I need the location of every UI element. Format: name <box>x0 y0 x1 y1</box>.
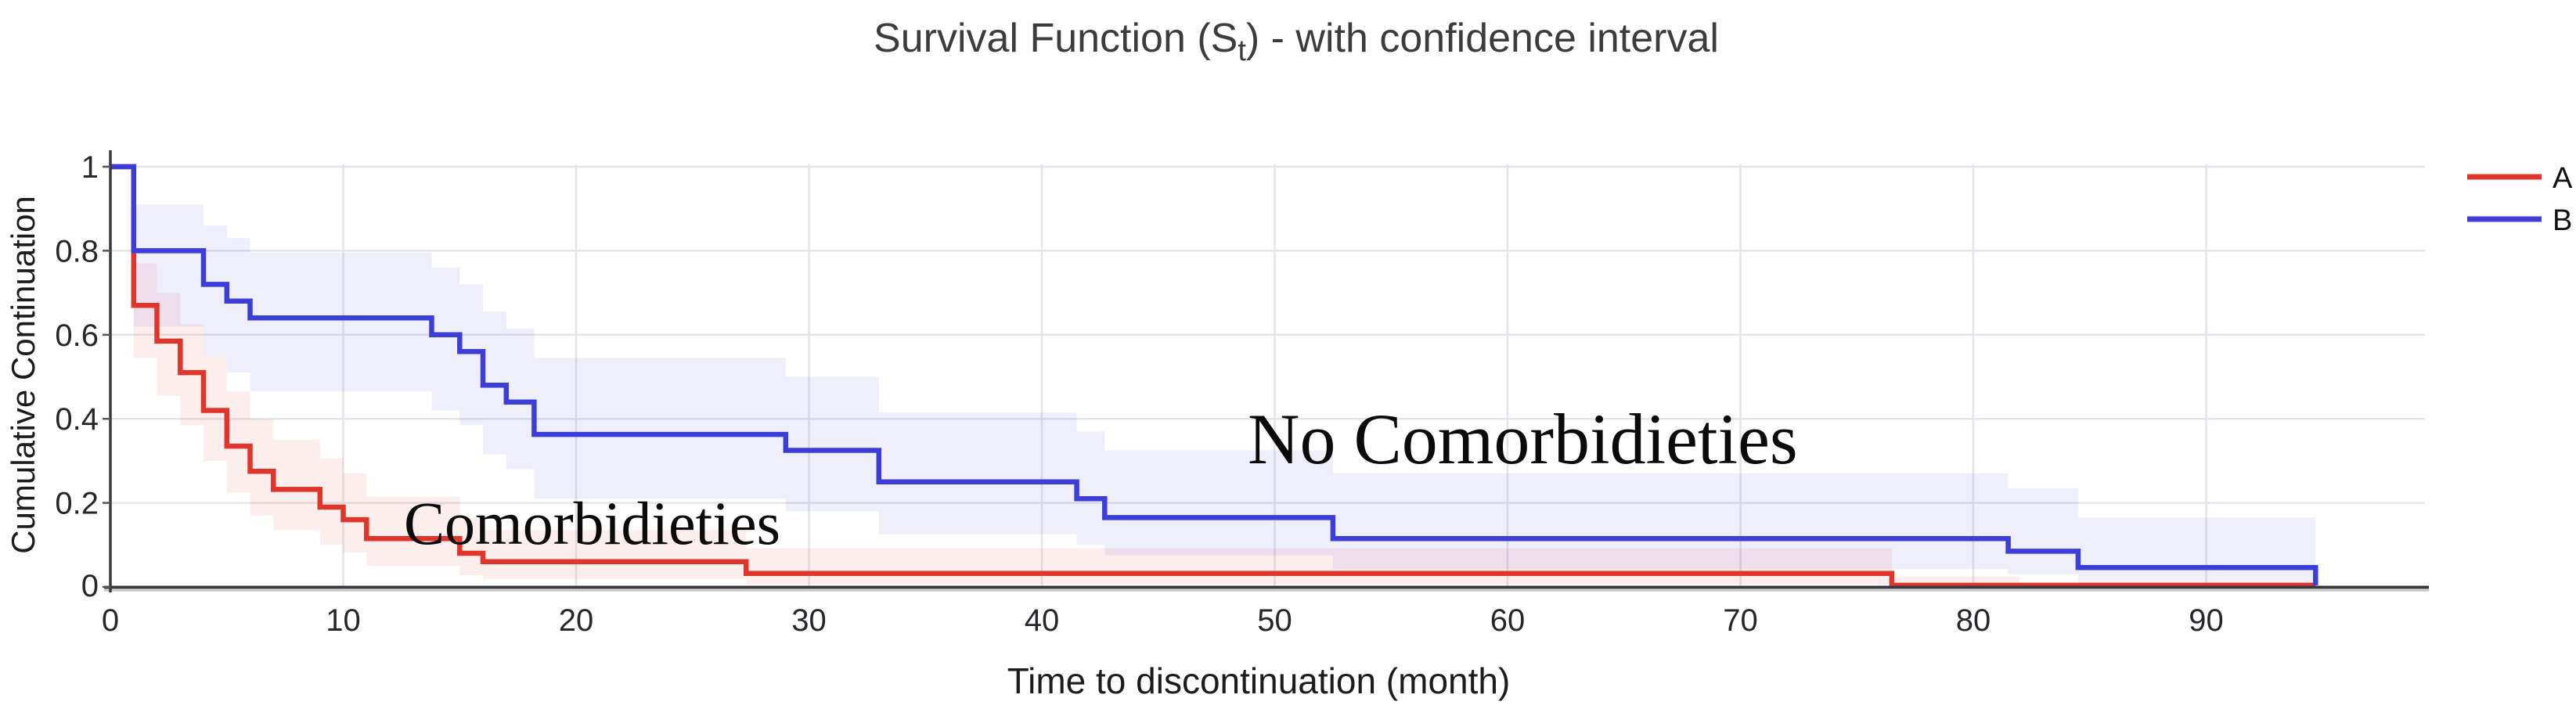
x-axis-title: Time to discontinuation (month) <box>1007 660 1511 701</box>
y-tick-label: 0.2 <box>55 487 99 521</box>
x-tick-label: 0 <box>102 603 119 638</box>
chart-title: Survival Function (St) - with confidence… <box>874 16 1719 67</box>
y-tick-marks <box>103 165 110 588</box>
x-tick-label: 50 <box>1257 603 1292 638</box>
series-layer <box>110 164 2318 588</box>
x-tick-label: 60 <box>1490 603 1526 638</box>
chart-title-rest: ) - with confidence interval <box>1246 16 1719 61</box>
annotation-comorbidieties: Comorbidieties <box>404 489 780 557</box>
y-axis-title: Cumulative Continuation <box>5 196 41 554</box>
y-tick-label: 1 <box>81 150 99 185</box>
chart-title-main: Survival Function (S <box>874 16 1238 61</box>
x-tick-label: 80 <box>1956 603 1991 638</box>
y-tick-label: 0.6 <box>55 319 99 353</box>
chart-title-subscript: t <box>1238 34 1246 67</box>
ci-band-a <box>133 263 2020 587</box>
survival-curve-b <box>110 164 2318 585</box>
survival-curve-a <box>110 164 2316 588</box>
axes <box>104 150 2429 592</box>
x-tick-label: 20 <box>559 603 594 638</box>
x-tick-label: 70 <box>1723 603 1758 638</box>
x-tick-label: 30 <box>791 603 827 638</box>
y-tick-labels: 1 0.8 0.6 0.4 0.2 0 <box>55 150 99 603</box>
legend: A B <box>2467 162 2573 237</box>
y-tick-label: 0 <box>81 569 99 603</box>
y-tick-label: 0.8 <box>55 234 99 268</box>
ci-band-b <box>133 204 2316 584</box>
x-tick-labels: 0 10 20 30 40 50 60 70 80 90 <box>102 603 2224 638</box>
annotation-no-comorbidieties: No Comorbidieties <box>1248 399 1798 479</box>
x-tick-label: 10 <box>326 603 361 638</box>
legend-label-b: B <box>2553 204 2572 237</box>
y-tick-label: 0.4 <box>55 402 99 437</box>
gridlines <box>110 164 2425 587</box>
x-tick-label: 40 <box>1025 603 1060 638</box>
legend-label-a: A <box>2553 162 2573 195</box>
x-tick-label: 90 <box>2189 603 2224 638</box>
